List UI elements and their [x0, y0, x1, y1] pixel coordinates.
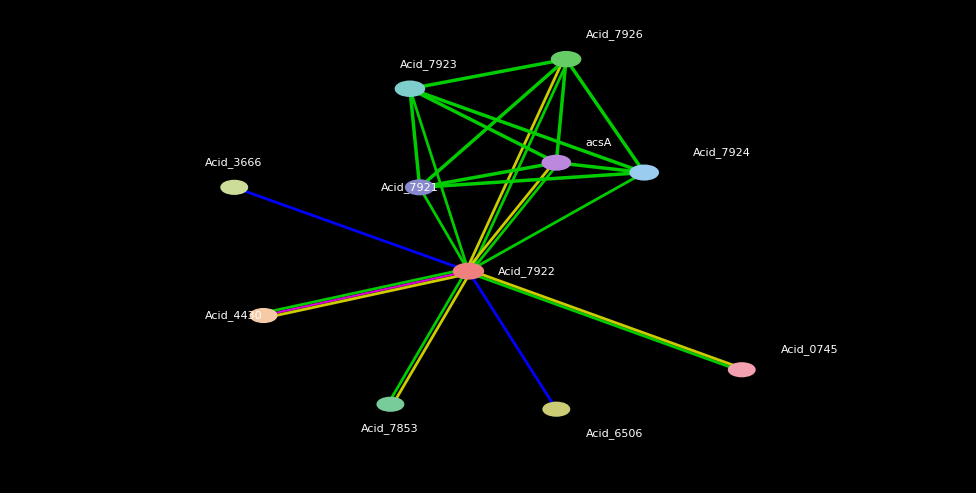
Text: Acid_7926: Acid_7926 — [586, 29, 643, 40]
Circle shape — [222, 181, 247, 194]
Text: Acid_7853: Acid_7853 — [361, 423, 419, 434]
Text: Acid_3666: Acid_3666 — [205, 157, 263, 168]
Text: Acid_6506: Acid_6506 — [586, 428, 643, 439]
Text: Acid_4430: Acid_4430 — [205, 310, 263, 321]
Circle shape — [630, 166, 658, 179]
Circle shape — [551, 52, 581, 67]
Circle shape — [454, 264, 483, 279]
Circle shape — [406, 180, 433, 194]
Text: Acid_7924: Acid_7924 — [693, 147, 751, 158]
Text: Acid_7921: Acid_7921 — [381, 182, 438, 193]
Text: acsA: acsA — [586, 138, 612, 148]
Text: Acid_7923: Acid_7923 — [400, 59, 458, 70]
Text: Acid_7922: Acid_7922 — [498, 266, 555, 277]
Circle shape — [544, 403, 569, 416]
Text: Acid_0745: Acid_0745 — [781, 345, 838, 355]
Circle shape — [395, 81, 425, 96]
Circle shape — [378, 398, 403, 411]
Circle shape — [543, 156, 570, 170]
Circle shape — [729, 363, 754, 376]
Circle shape — [251, 309, 276, 322]
